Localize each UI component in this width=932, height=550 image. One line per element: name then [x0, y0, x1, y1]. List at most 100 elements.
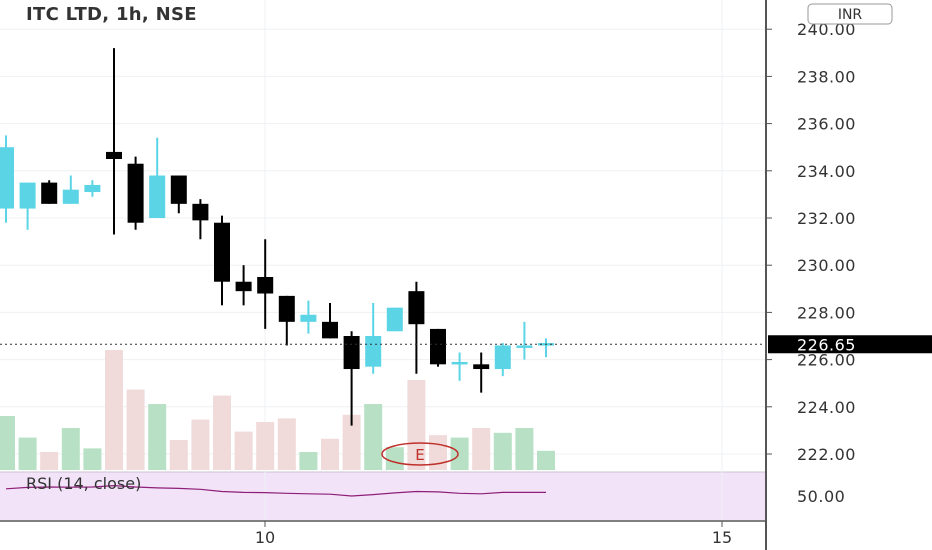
volume-bar — [148, 404, 167, 470]
candlestick[interactable] — [84, 180, 101, 197]
candlestick[interactable] — [451, 352, 468, 381]
candle-body — [214, 222, 230, 282]
candle-body — [41, 182, 58, 204]
volume-bar — [537, 450, 555, 470]
candle-body — [106, 151, 122, 159]
candle-body — [494, 345, 511, 370]
candlestick[interactable] — [343, 331, 360, 426]
candlestick[interactable] — [494, 343, 511, 377]
candlestick[interactable] — [127, 156, 144, 230]
price-axis-tick-label: 224.00 — [797, 398, 856, 417]
price-axis-tick-label: 232.00 — [797, 209, 856, 228]
currency-button[interactable]: INR — [807, 3, 893, 25]
volume-bar — [256, 422, 275, 470]
price-axis-tick-label: 222.00 — [797, 445, 856, 464]
volume-bar — [472, 428, 491, 470]
candlestick[interactable] — [365, 302, 382, 374]
volume-bar — [493, 432, 512, 470]
price-axis-tick-label: 230.00 — [797, 256, 856, 275]
volume-bar — [450, 437, 469, 470]
volume-bar — [342, 414, 361, 470]
price-axis-tick-label: 240.00 — [797, 20, 856, 39]
candlestick[interactable] — [473, 352, 490, 393]
candlestick[interactable] — [214, 215, 230, 306]
candle-body — [62, 189, 79, 204]
earnings-marker-label: E — [415, 446, 424, 464]
volume-bar — [83, 448, 102, 470]
rsi-line — [5, 484, 546, 497]
candle-body — [322, 321, 338, 339]
price-axis[interactable]: 240.00 238.00 236.00 234.00 232.00 230.00 228.… — [766, 20, 856, 464]
candlestick[interactable] — [192, 199, 209, 240]
volume-bar — [299, 452, 318, 470]
candle-body — [430, 328, 446, 365]
volume-bar — [18, 437, 37, 470]
candle-body — [451, 361, 468, 365]
candle-body — [84, 184, 101, 193]
volume-bar — [40, 452, 59, 470]
volume-bar — [321, 438, 339, 470]
candle-body — [343, 336, 360, 370]
candlestick[interactable] — [149, 137, 166, 218]
candlestick[interactable] — [0, 135, 14, 223]
candle-body — [278, 295, 295, 322]
last-price-label: 226.65 — [797, 335, 856, 354]
volume-bar — [105, 350, 123, 470]
candle-body — [170, 175, 187, 204]
time-axis-tick-label: 15 — [712, 528, 732, 547]
candle-body — [257, 277, 274, 294]
price-axis-tick-label: 228.00 — [797, 303, 856, 322]
candlestick[interactable] — [408, 281, 425, 374]
candlestick[interactable] — [386, 307, 403, 332]
volume-bar — [169, 440, 188, 470]
candlestick[interactable] — [235, 265, 252, 306]
price-axis-tick-label: 238.00 — [797, 67, 856, 86]
chart-title: ITC LTD, 1h, NSE — [26, 4, 197, 25]
volume-bar — [515, 428, 534, 470]
candlestick[interactable] — [300, 300, 317, 334]
volume-bar — [191, 419, 210, 470]
rsi-label: RSI (14, close) — [26, 474, 141, 493]
candle-body — [192, 203, 209, 221]
volume-bar — [277, 418, 296, 470]
candlestick[interactable] — [19, 182, 36, 230]
candle-body — [300, 314, 317, 322]
volume-bar — [213, 395, 231, 470]
candlestick[interactable] — [257, 239, 274, 329]
candlesticks[interactable] — [0, 48, 554, 426]
price-axis-tick-label: 234.00 — [797, 162, 856, 181]
earnings-marker[interactable]: E — [381, 442, 459, 466]
candle-body — [235, 281, 252, 292]
candle-body — [0, 147, 14, 209]
candle-body — [516, 345, 533, 348]
candlestick[interactable] — [41, 180, 58, 204]
candle-body — [149, 175, 166, 218]
time-axis-tick-label: 10 — [255, 528, 275, 547]
volume-bar — [407, 380, 426, 470]
volume-bar — [61, 428, 80, 470]
last-price-label-box — [768, 335, 932, 354]
volume-bar — [234, 431, 253, 470]
candle-body — [19, 182, 36, 209]
candle-body — [408, 291, 425, 325]
candle-body — [127, 163, 144, 223]
rsi-pane-background — [0, 472, 766, 520]
candlestick[interactable] — [62, 175, 79, 204]
candle-body — [386, 307, 403, 332]
candlestick[interactable] — [516, 321, 533, 360]
price-axis-tick-label: 236.00 — [797, 115, 856, 134]
volume-bar — [385, 447, 404, 470]
candlestick[interactable] — [322, 302, 338, 339]
candlestick[interactable] — [170, 175, 187, 214]
volume-bar — [364, 404, 383, 470]
candlestick[interactable] — [106, 48, 122, 235]
price-axis-tick-label: 226.00 — [797, 351, 856, 370]
volume-bar — [126, 389, 145, 470]
candlestick[interactable] — [430, 328, 446, 367]
rsi-axis-tick: 50.00 — [797, 487, 845, 506]
currency-button-label: INR — [838, 7, 863, 23]
candlestick[interactable] — [538, 338, 554, 358]
candle-body — [473, 364, 490, 370]
candlestick[interactable] — [278, 295, 295, 346]
